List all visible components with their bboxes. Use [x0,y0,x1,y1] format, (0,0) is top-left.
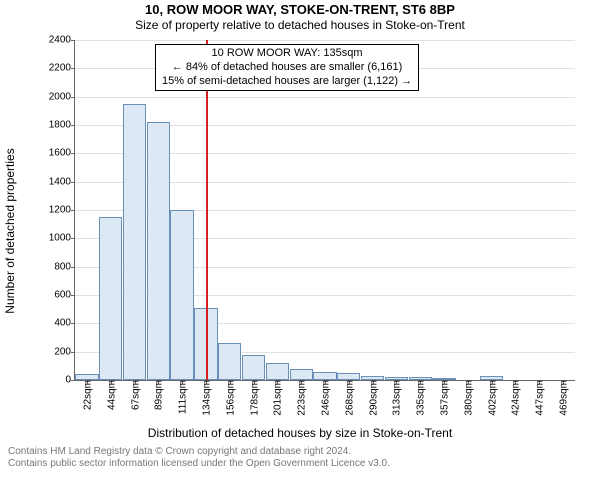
ytick-label: 2200 [49,63,75,74]
xtick-label: 201sqm [271,380,284,416]
ytick-label: 800 [54,261,75,272]
histogram-bar [337,373,360,380]
ytick-label: 400 [54,318,75,329]
gridline [75,97,575,98]
histogram-bar [147,122,170,380]
xtick-label: 357sqm [438,380,451,416]
ytick-label: 1200 [49,205,75,216]
ytick-label: 2000 [49,91,75,102]
ytick-label: 1000 [49,233,75,244]
ytick-label: 1600 [49,148,75,159]
xtick-label: 469sqm [557,380,570,416]
ytick-label: 600 [54,290,75,301]
y-axis-label: Number of detached properties [3,148,17,313]
x-axis-title: Distribution of detached houses by size … [0,426,600,440]
ytick-label: 1800 [49,120,75,131]
xtick-label: 134sqm [199,380,212,416]
xtick-label: 89sqm [152,380,165,410]
ytick-label: 1400 [49,176,75,187]
xtick-label: 44sqm [104,380,117,410]
xtick-label: 22sqm [80,380,93,410]
xtick-label: 223sqm [295,380,308,416]
footer-line1: Contains HM Land Registry data © Crown c… [8,446,600,458]
chart-container: Number of detached properties 0200400600… [42,36,582,426]
xtick-label: 380sqm [461,380,474,416]
footer: Contains HM Land Registry data © Crown c… [8,446,600,470]
histogram-bar [290,369,313,380]
histogram-bar [170,210,193,380]
xtick-label: 246sqm [319,380,332,416]
xtick-label: 447sqm [533,380,546,416]
ytick-label: 2400 [49,35,75,46]
xtick-label: 178sqm [247,380,260,416]
annotation-box: 10 ROW MOOR WAY: 135sqm ← 84% of detache… [155,44,419,91]
histogram-bar [313,372,336,381]
histogram-bar [218,343,241,380]
histogram-bar [123,104,146,380]
plot-area: 0200400600800100012001400160018002000220… [74,40,575,381]
histogram-bar [266,363,289,380]
histogram-bar [99,217,122,380]
xtick-label: 335sqm [414,380,427,416]
ytick-label: 0 [65,375,75,386]
xtick-label: 424sqm [509,380,522,416]
xtick-label: 313sqm [390,380,403,416]
ytick-label: 200 [54,346,75,357]
xtick-label: 290sqm [366,380,379,416]
xtick-label: 402sqm [485,380,498,416]
xtick-label: 67sqm [128,380,141,410]
histogram-bar [242,355,265,381]
page-subtitle: Size of property relative to detached ho… [0,18,600,32]
footer-line2: Contains public sector information licen… [8,458,600,470]
xtick-label: 268sqm [342,380,355,416]
page-title: 10, ROW MOOR WAY, STOKE-ON-TRENT, ST6 8B… [0,2,600,17]
xtick-label: 156sqm [223,380,236,416]
annotation-line3: 15% of semi-detached houses are larger (… [162,75,412,89]
gridline [75,40,575,41]
annotation-line2: ← 84% of detached houses are smaller (6,… [162,61,412,75]
xtick-label: 111sqm [176,380,189,414]
annotation-line1: 10 ROW MOOR WAY: 135sqm [162,47,412,61]
